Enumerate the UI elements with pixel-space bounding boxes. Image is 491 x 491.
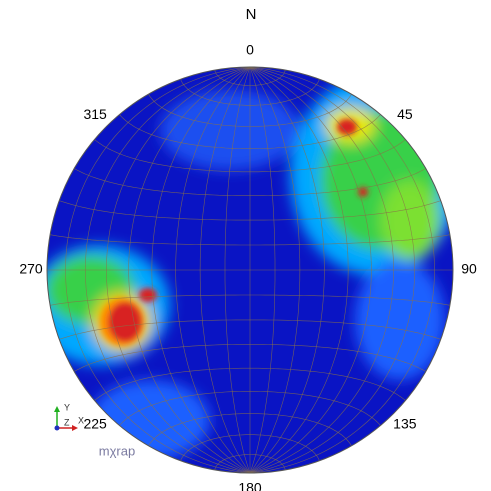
axes-triad: Y Z X — [54, 402, 84, 431]
small-circle — [180, 79, 320, 106]
y-arrow-head — [54, 406, 60, 412]
small-circle — [50, 294, 450, 306]
small-circle — [74, 343, 426, 372]
density-field — [47, 67, 453, 473]
small-circle — [50, 234, 450, 246]
watermark: mχrap — [99, 443, 135, 458]
azimuth-label: 0 — [246, 42, 254, 58]
stereonet-grid — [47, 67, 453, 473]
chart-title: N — [246, 6, 257, 23]
small-circle — [119, 114, 381, 149]
z-axis-dot — [54, 425, 60, 431]
small-circle — [94, 139, 406, 173]
small-circle — [59, 200, 441, 221]
z-axis-label: Z — [64, 417, 70, 427]
azimuth-label: 315 — [83, 106, 107, 122]
small-circle — [148, 94, 352, 127]
small-circle — [214, 454, 286, 470]
azimuth-label: 270 — [19, 261, 43, 277]
azimuth-label: 135 — [393, 416, 417, 432]
azimuth-label: 45 — [397, 106, 413, 122]
x-axis-label: X — [78, 415, 84, 425]
small-circle — [94, 367, 406, 401]
net-outline — [46, 66, 454, 474]
y-axis-label: Y — [64, 402, 70, 412]
azimuth-label: 90 — [461, 261, 477, 277]
small-circle — [119, 390, 381, 426]
small-circle — [180, 434, 320, 461]
azimuth-label: 180 — [238, 480, 262, 491]
azimuth-label: 225 — [83, 416, 107, 432]
small-circle — [148, 413, 352, 446]
small-circle — [74, 168, 426, 196]
x-arrow-head — [72, 425, 78, 431]
small-circle — [214, 70, 286, 86]
small-circle — [59, 319, 441, 340]
